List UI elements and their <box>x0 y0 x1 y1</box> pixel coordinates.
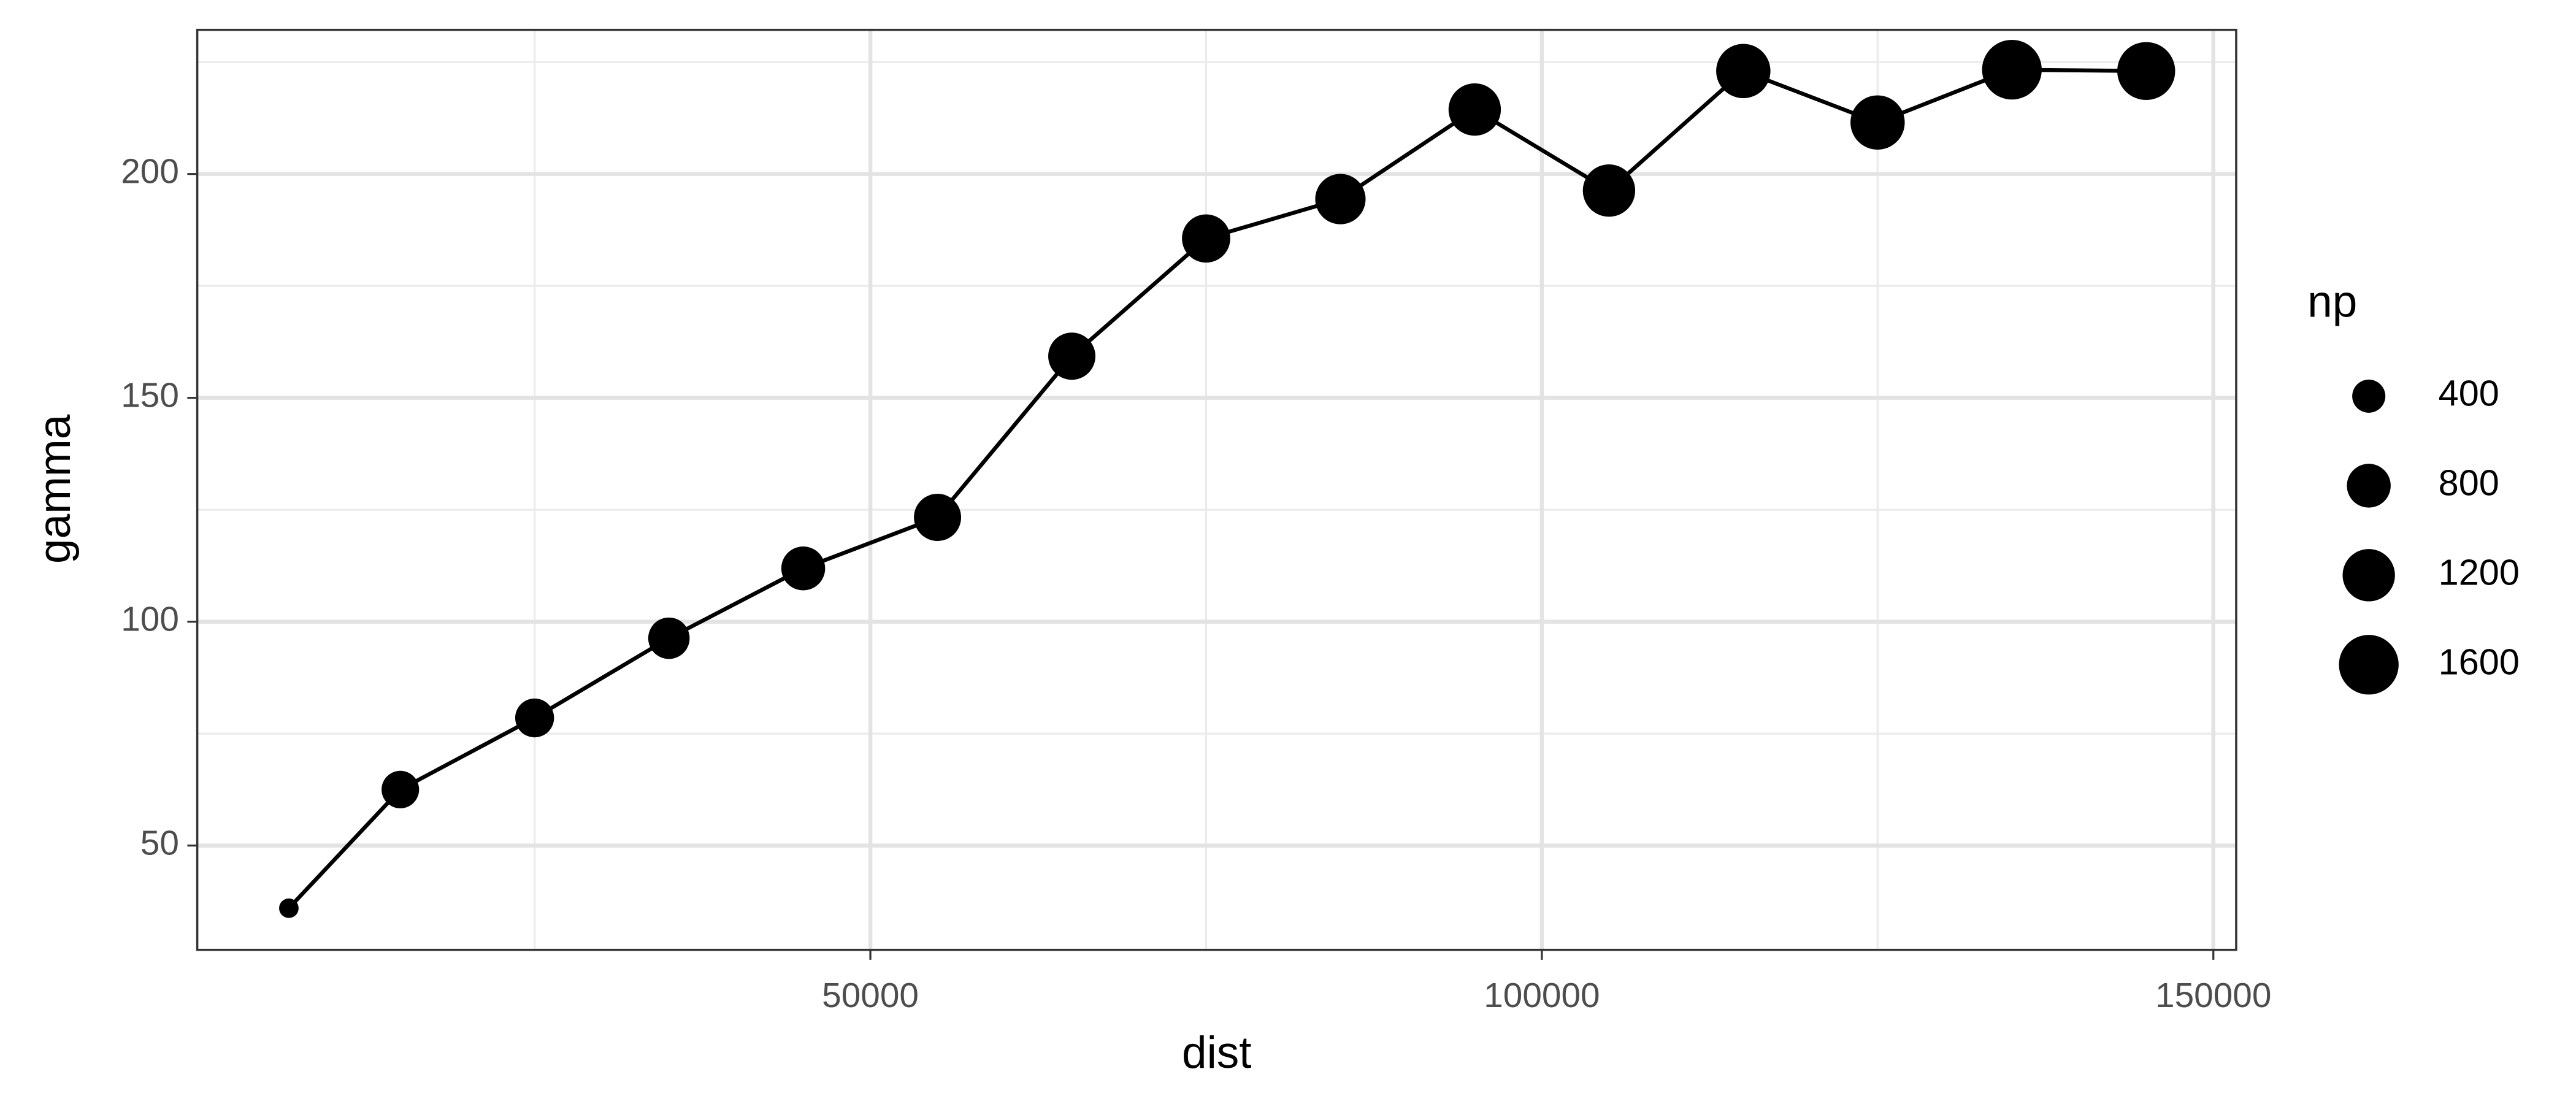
legend-label: 400 <box>2439 373 2499 414</box>
x-tick-label: 100000 <box>1484 976 1600 1015</box>
point <box>1850 95 1905 150</box>
point <box>1315 174 1366 224</box>
y-tick-label: 50 <box>140 824 179 863</box>
x-tick-label: 150000 <box>2155 976 2271 1015</box>
legend-key <box>2352 379 2386 413</box>
point <box>1182 214 1230 263</box>
legend-label: 800 <box>2439 462 2499 504</box>
x-axis-title: dist <box>1182 1028 1252 1078</box>
y-tick-label: 100 <box>121 600 179 639</box>
y-tick-label: 150 <box>121 377 179 415</box>
point <box>1716 44 1771 99</box>
legend-key <box>2342 549 2395 602</box>
legend-label: 1600 <box>2439 641 2520 682</box>
legend-key <box>2347 464 2391 508</box>
y-axis-title: gamma <box>30 414 80 564</box>
point <box>1448 83 1501 136</box>
point <box>648 617 690 659</box>
point <box>279 898 299 918</box>
point <box>781 546 826 591</box>
legend-label: 1200 <box>2439 552 2520 593</box>
point <box>914 494 962 542</box>
y-tick-label: 200 <box>121 153 179 191</box>
point <box>1982 39 2042 100</box>
legend-key <box>2339 635 2399 695</box>
point <box>381 770 420 808</box>
point <box>515 698 554 738</box>
point <box>1048 332 1095 380</box>
point <box>1582 164 1636 217</box>
x-tick-label: 50000 <box>822 976 919 1015</box>
point <box>2117 42 2175 101</box>
plot-border <box>196 28 2237 951</box>
legend-title: np <box>2307 277 2357 327</box>
